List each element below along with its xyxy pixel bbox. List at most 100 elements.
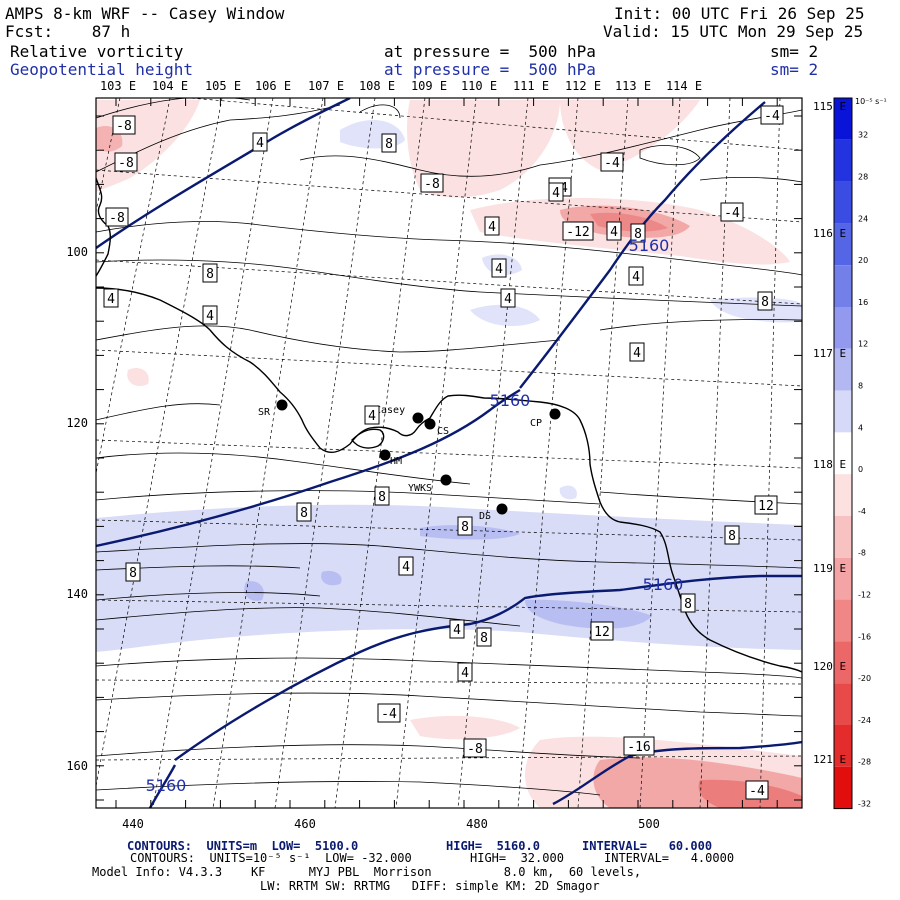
colorbar-segment [834,474,852,516]
station-markers: SR Casey CS CP HM YWKS DS [258,399,561,522]
height-contour-label: 5160 [490,391,531,410]
vorticity-label: -4 [600,152,624,172]
vorticity-label: 4 [629,342,645,362]
colorbar-segment [834,139,852,182]
svg-text:-4: -4 [381,707,397,722]
right-longitude-label: 121 E [813,753,846,766]
vorticity-label: 4 [202,305,218,325]
axis-tick-marks [96,98,802,808]
vorticity-label: 4 [449,619,465,639]
vorticity-label: -4 [745,780,769,800]
longitude-line [152,98,274,808]
svg-text:8: 8 [684,597,692,612]
top-longitude-label: 105 E [205,79,241,93]
footer-model-info: Model Info: V4.3.3 KF MYJ PBL Morrison 8… [92,865,642,879]
negative-vorticity-shading [96,100,802,808]
station-dot-cp [549,408,561,420]
svg-text:8: 8 [385,137,393,152]
longitude-line [96,98,171,476]
latitude-line [96,519,802,541]
vorticity-contour-labels: -8-848-4-4-8-4-8-124-4488444844448812884… [103,105,784,800]
colorbar-unit: 10⁻⁵ s⁻¹ [855,97,887,106]
svg-text:8: 8 [206,267,214,282]
longitude-line [457,98,529,808]
vorticity-label: 4 [491,258,507,278]
station-label-cp: CP [530,418,542,429]
axis-labels: 440 460 480 500 100 120 140 160 [66,245,660,831]
station-label-sr: SR [258,407,271,418]
footer-vorticity-high: HIGH= 32.000 [470,851,564,865]
colorbar-tick-label: -12 [858,591,871,600]
colorbar-segment [834,683,852,725]
colorbar-tick-label: 4 [858,423,863,432]
top-longitude-label: 111 E [513,79,549,93]
vorticity-label: 4 [252,132,268,152]
colorbar-tick-label: 28 [858,173,868,182]
svg-text:8: 8 [378,490,386,505]
vorticity-label: -4 [720,202,744,222]
vorticity-label: 8 [202,263,218,283]
svg-text:4: 4 [256,136,264,151]
svg-text:-8: -8 [109,211,125,226]
positive-band-inner-3 [244,581,264,601]
height-line-4 [174,574,802,761]
svg-text:-8: -8 [467,742,483,757]
positive-blob-e [559,485,577,500]
vorticity-label: 8 [457,516,473,536]
vorticity-label: 8 [381,133,397,153]
vorticity-contours [96,98,802,796]
top-longitude-label: 106 E [255,79,291,93]
vorticity-label: 4 [500,288,516,308]
colorbar-tick-label: 16 [858,298,868,307]
station-label-casey: Casey [375,405,405,416]
station-label-ds: DS [479,511,491,522]
y-axis-tick-label: 160 [66,759,88,773]
colorbar-segment [834,557,852,600]
vorticity-label: 4 [548,182,564,202]
vorticity-label: 12 [590,621,614,641]
colorbar-segment [834,725,852,767]
height-contour-label: 5160 [629,236,670,255]
longitude-line [759,98,781,808]
negative-bottom-center [410,715,520,740]
positive-band-inner-2 [525,599,652,629]
vorticity-label: -16 [623,736,655,756]
forecast-hour: Fcst: 87 h [5,22,131,41]
top-longitude-label: 110 E [461,79,497,93]
colorbar-segment [834,181,852,224]
svg-text:8: 8 [300,506,308,521]
colorbar-tick-label: -20 [858,674,871,683]
svg-text:-16: -16 [627,740,650,755]
svg-text:-4: -4 [724,206,740,221]
svg-text:8: 8 [480,631,488,646]
svg-text:-8: -8 [118,156,134,171]
field1-name: Relative vorticity [10,42,184,61]
colorbar-tick-label: 20 [858,256,868,265]
vorticity-label: 4 [398,556,414,576]
height-contour-label: 5160 [643,575,684,594]
longitude-labels: 103 E 104 E 105 E 106 E 107 E 108 E 109 E 110 E… [100,79,846,766]
svg-text:4: 4 [504,292,512,307]
right-longitude-label: 115 E [813,100,846,113]
colorbar-tick-label: 8 [858,382,863,391]
footer-height-contours: CONTOURS: UNITS=m LOW= 5100.0 [127,839,359,853]
field1-level: at pressure = 500 hPa [384,42,596,61]
colorbar-tick-label: -16 [858,632,871,641]
init-time: Init: 00 UTC Fri 26 Sep 25 [614,4,865,23]
field2-level: at pressure = 500 hPa [384,60,596,79]
colorbar-tick-label: -8 [858,549,866,558]
latitude-line [96,755,802,761]
longitude-line [577,98,629,808]
station-dot-casey [412,412,424,424]
svg-text:8: 8 [634,227,642,242]
vorticity-label: 8 [125,562,141,582]
svg-text:4: 4 [206,309,214,324]
svg-text:-4: -4 [764,109,780,124]
colorbar-segment [834,432,852,475]
longitude-line [274,98,376,808]
y-axis-tick-label: 140 [66,587,88,601]
svg-text:-12: -12 [566,225,589,240]
map-frame [95,97,803,809]
footer-vorticity-interval: INTERVAL= 4.0000 [604,851,735,865]
vorticity-label: 8 [724,525,740,545]
